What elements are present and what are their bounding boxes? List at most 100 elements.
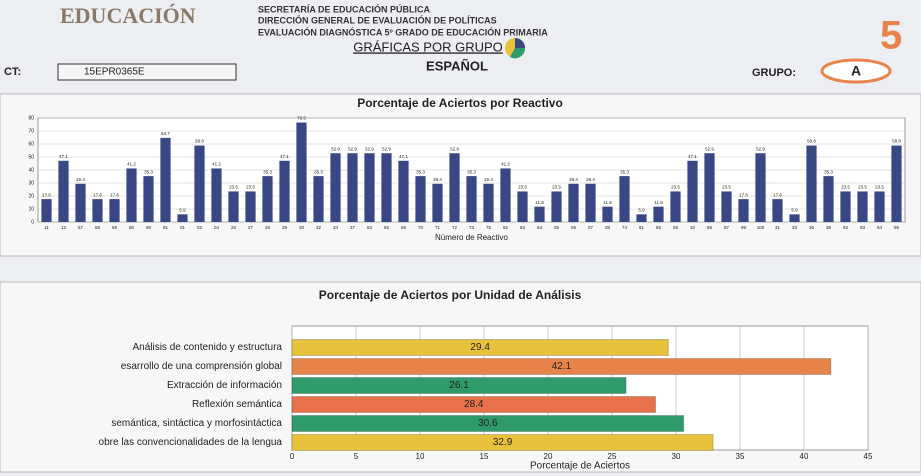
- chart-title: Porcentaje de Aciertos por Unidad de Aná…: [319, 288, 582, 302]
- x-tick-label: 85: [656, 225, 662, 230]
- x-tick-label: 66: [401, 225, 407, 230]
- value-label: 58.8: [195, 139, 204, 144]
- bar: [670, 191, 681, 222]
- value-label: 35.3: [620, 169, 629, 174]
- grade-logo: 5: [880, 14, 902, 58]
- group: A: [851, 63, 861, 79]
- value-label: 35.3: [467, 169, 476, 174]
- bar: [755, 153, 766, 222]
- x-tick-label: 100: [757, 225, 765, 230]
- value-label: 23.5: [246, 185, 255, 190]
- link[interactable]: GRÁFICAS POR GRUPO: [353, 39, 503, 54]
- bar: [806, 145, 817, 222]
- bar: [109, 199, 120, 222]
- x-tick-label: 27: [248, 225, 254, 230]
- value-label: 52.9: [365, 146, 374, 151]
- bar: [296, 122, 307, 222]
- bar: [364, 153, 375, 222]
- bar: [228, 191, 239, 222]
- bar: [636, 214, 647, 222]
- value-label: 58.8: [807, 139, 816, 144]
- x-axis-label: Porcentaje de Aciertos: [530, 461, 630, 472]
- value-label: 23.5: [722, 185, 731, 190]
- x-tick-label: 04: [214, 225, 220, 230]
- value-label: 28.4: [464, 399, 484, 410]
- bar: [381, 153, 392, 222]
- x-tick-label: 98: [894, 225, 900, 230]
- value-label: 52.9: [348, 146, 357, 151]
- x-tick-label: 26: [231, 225, 237, 230]
- value-label: 52.9: [450, 146, 459, 151]
- value-label: 52.9: [331, 146, 340, 151]
- bar: [432, 183, 443, 222]
- bar: [194, 145, 205, 222]
- bar: [823, 176, 834, 222]
- value-label: 17.6: [773, 192, 782, 197]
- value-label: 5.9: [638, 208, 645, 213]
- chart-title: Porcentaje de Aciertos por Reactivo: [357, 96, 563, 110]
- bar: [840, 191, 851, 222]
- x-tick-label: 10: [416, 452, 425, 461]
- x-tick-label: 30: [299, 225, 305, 230]
- y-tick-label: Extracción de información: [167, 380, 282, 391]
- value-label: 47.1: [399, 154, 408, 159]
- x-tick-label: 73: [469, 225, 475, 230]
- x-axis-label: Número de Reactivo: [435, 233, 508, 242]
- x-tick-label: 90: [146, 225, 152, 230]
- x-tick-label: 83: [520, 225, 526, 230]
- value-label: 76.5: [297, 116, 306, 121]
- value-label: 30.6: [478, 418, 498, 429]
- x-tick-label: 5: [354, 452, 359, 461]
- bar: [772, 199, 783, 222]
- value-label: 26.1: [449, 380, 469, 391]
- x-tick-label: 40: [800, 452, 809, 461]
- value-label: 11.8: [535, 200, 544, 205]
- bar: [551, 191, 562, 222]
- y-tick-label: Reflexión semántica: [192, 399, 282, 410]
- x-tick-label: 63: [367, 225, 373, 230]
- subject: ESPAÑOL: [426, 58, 488, 73]
- group-label: GRUPO:: [752, 67, 796, 79]
- value-label: 17.6: [93, 192, 102, 197]
- value-label: 29.4: [586, 177, 595, 182]
- y-tick-label: obre las convencionalidades de la lengua: [99, 437, 283, 448]
- bar: [291, 377, 627, 394]
- header-line: SECRETARÍA DE EDUCACIÓN PÚBLICA: [258, 3, 431, 14]
- x-tick-label: 25: [608, 452, 617, 461]
- x-tick-label: 87: [724, 225, 730, 230]
- value-label: 52.9: [756, 146, 765, 151]
- value-label: 17.6: [42, 192, 51, 197]
- x-tick-label: 12: [61, 225, 67, 230]
- value-label: 17.6: [739, 192, 748, 197]
- value-label: 41.2: [127, 162, 136, 167]
- x-tick-label: 67: [78, 225, 84, 230]
- bar: [291, 358, 832, 375]
- value-label: 29.4: [433, 177, 442, 182]
- value-label: 64.7: [161, 131, 170, 136]
- cct-label: CT:: [4, 66, 21, 78]
- bar: [160, 137, 171, 222]
- x-tick-label: 31: [775, 225, 781, 230]
- value-label: 23.5: [671, 185, 680, 190]
- bar: [653, 206, 664, 222]
- y-tick-label: 80: [28, 115, 34, 121]
- bar: [704, 153, 715, 222]
- y-tick-label: Análisis de contenido y estructura: [132, 342, 282, 353]
- x-tick-label: 91: [163, 225, 169, 230]
- value-label: 23.5: [518, 185, 527, 190]
- y-tick-label: 20: [28, 193, 34, 199]
- bar: [291, 396, 657, 413]
- x-tick-label: 32: [316, 225, 322, 230]
- x-tick-label: 65: [384, 225, 390, 230]
- bar: [262, 176, 273, 222]
- value-label: 5.9: [791, 208, 798, 213]
- x-tick-label: 02: [197, 225, 203, 230]
- x-tick-label: 36: [809, 225, 815, 230]
- x-tick-label: 58: [673, 225, 679, 230]
- x-tick-label: 80: [129, 225, 135, 230]
- value-label: 23.5: [552, 185, 561, 190]
- x-tick-label: 15: [480, 452, 489, 461]
- bar: [602, 206, 613, 222]
- value-label: 29.4: [569, 177, 578, 182]
